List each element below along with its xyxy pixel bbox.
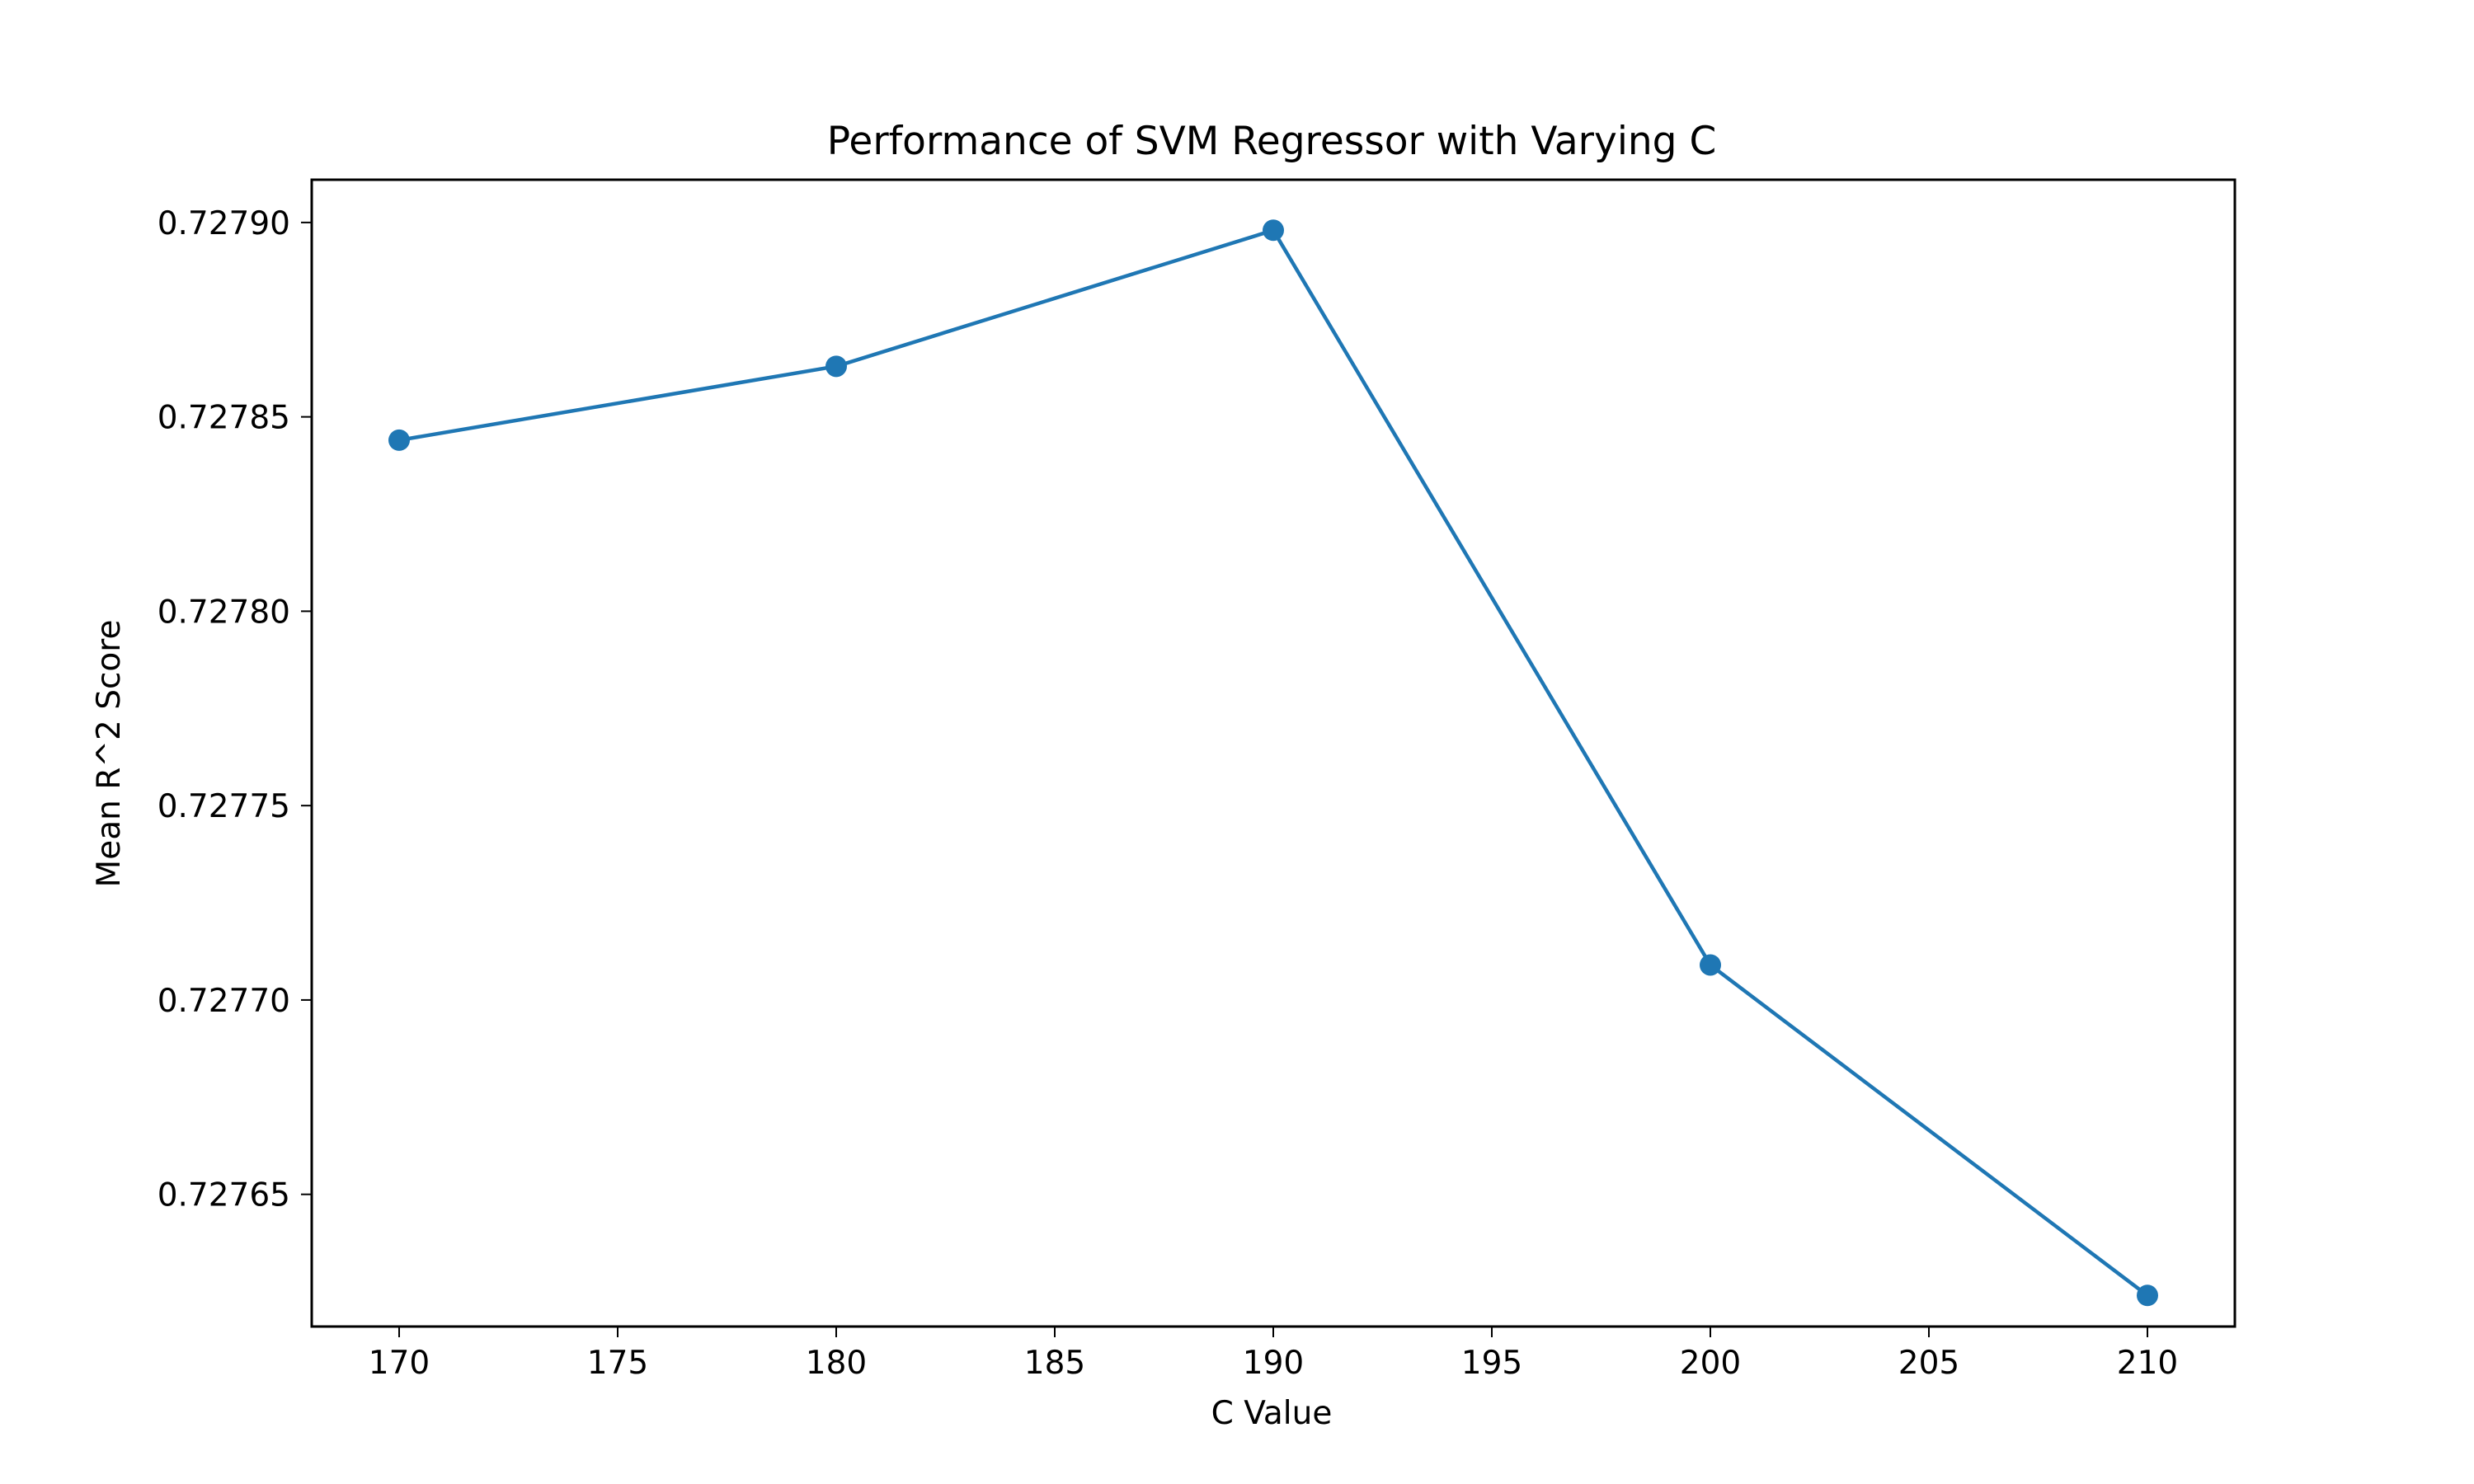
x-tick-label: 180 (806, 1345, 867, 1382)
y-tick-label: 0.72790 (158, 205, 290, 242)
y-tick-label: 0.72765 (158, 1177, 290, 1214)
data-point (825, 355, 847, 378)
data-point (2137, 1284, 2158, 1307)
y-axis-label: Mean R^2 Score (91, 620, 128, 888)
x-tick-label: 190 (1243, 1345, 1304, 1382)
x-axis: 170 175 180 185 190 195 200 205 210 (369, 1327, 2178, 1382)
y-tick-label: 0.72780 (158, 594, 290, 631)
x-tick-label: 205 (1898, 1345, 1959, 1382)
series-layer (388, 219, 2158, 1307)
x-axis-label: C Value (1211, 1395, 1333, 1432)
chart-title: Performance of SVM Regressor with Varyin… (827, 119, 1717, 164)
x-tick-label: 170 (369, 1345, 430, 1382)
data-point (1263, 219, 1284, 242)
x-tick-label: 200 (1680, 1345, 1741, 1382)
data-point (1700, 954, 1721, 976)
x-tick-label: 195 (1461, 1345, 1522, 1382)
y-axis: 0.72765 0.72770 0.72775 0.72780 0.72785 0.727… (158, 205, 312, 1214)
y-tick-label: 0.72770 (158, 983, 290, 1020)
x-tick-label: 210 (2117, 1345, 2178, 1382)
data-point (388, 429, 410, 451)
x-tick-label: 185 (1024, 1345, 1085, 1382)
y-tick-label: 0.72775 (158, 788, 290, 825)
y-tick-label: 0.72785 (158, 400, 290, 437)
x-tick-label: 175 (587, 1345, 648, 1382)
